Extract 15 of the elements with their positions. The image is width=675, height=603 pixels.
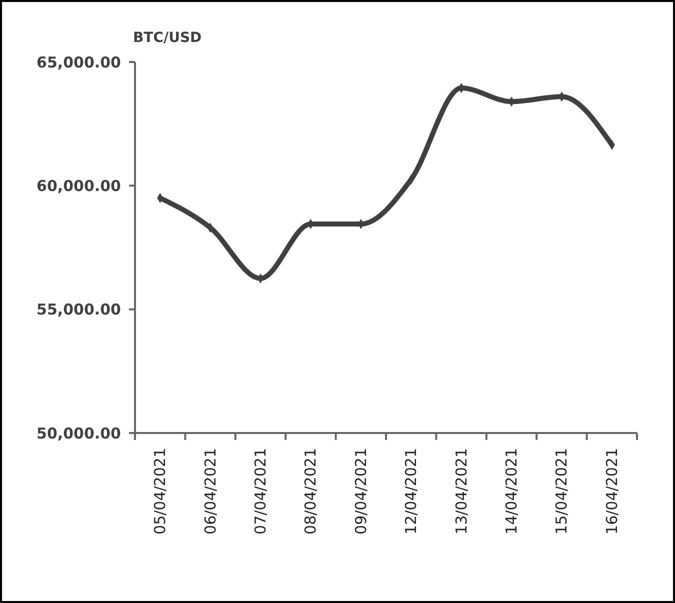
x-tick-label: 12/04/2021 — [402, 448, 420, 534]
y-tick-label: 55,000.00 — [36, 300, 121, 319]
y-tick-label: 65,000.00 — [36, 53, 121, 72]
x-tick-label: 09/04/2021 — [352, 448, 370, 534]
x-tick-label: 13/04/2021 — [452, 448, 470, 534]
x-tick-label: 16/04/2021 — [602, 448, 621, 534]
x-tick-label: 06/04/2021 — [201, 448, 220, 534]
x-tick-label: 15/04/2021 — [552, 448, 571, 534]
y-tick-label: 60,000.00 — [36, 176, 121, 195]
y-axis-title: BTC/USD — [133, 30, 202, 46]
x-tick-label: 08/04/2021 — [302, 448, 320, 534]
x-tick-label: 14/04/2021 — [502, 448, 520, 534]
y-tick-label: 50,000.00 — [36, 424, 121, 442]
x-tick-label: 05/04/2021 — [151, 448, 170, 534]
x-tick-label: 07/04/2021 — [252, 448, 270, 534]
